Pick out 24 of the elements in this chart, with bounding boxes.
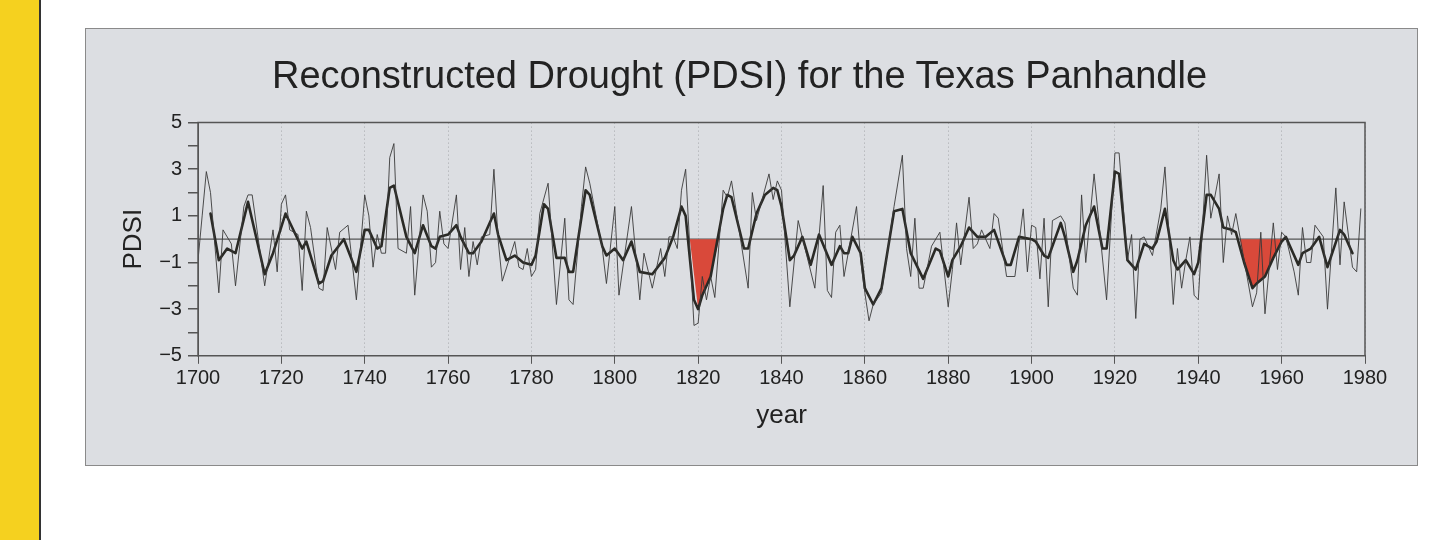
y-axis-title: PDSI [116, 208, 147, 270]
x-tick-label: 1840 [759, 366, 804, 389]
x-tick-label: 1880 [925, 366, 971, 389]
x-tick-label: 1900 [1009, 366, 1054, 389]
x-tick-label: 1780 [509, 366, 554, 389]
x-tick-label: 1920 [1092, 366, 1138, 389]
y-tick-label: −1 [159, 250, 182, 273]
x-tick-label: 1720 [259, 366, 304, 389]
y-tick-label: 5 [170, 110, 182, 133]
x-tick-label: 1960 [1259, 366, 1304, 389]
y-tick-label: 1 [170, 203, 182, 226]
x-tick-label: 1760 [425, 366, 471, 389]
x-tick-label: 1980 [1342, 366, 1388, 389]
x-tick-label: 1700 [175, 366, 221, 389]
y-tick-label: −3 [159, 296, 182, 319]
x-axis-title: year [756, 398, 808, 429]
y-tick-label: 3 [170, 156, 182, 179]
chart-title: Reconstructed Drought (PDSI) for the Texas Panhandle [271, 54, 1208, 97]
x-tick-label: 1860 [842, 366, 888, 389]
x-tick-label: 1940 [1176, 366, 1221, 389]
y-tick-label: −5 [159, 343, 182, 366]
x-tick-label: 1740 [342, 366, 387, 389]
x-tick-label: 1800 [592, 366, 638, 389]
x-tick-label: 1820 [675, 366, 721, 389]
